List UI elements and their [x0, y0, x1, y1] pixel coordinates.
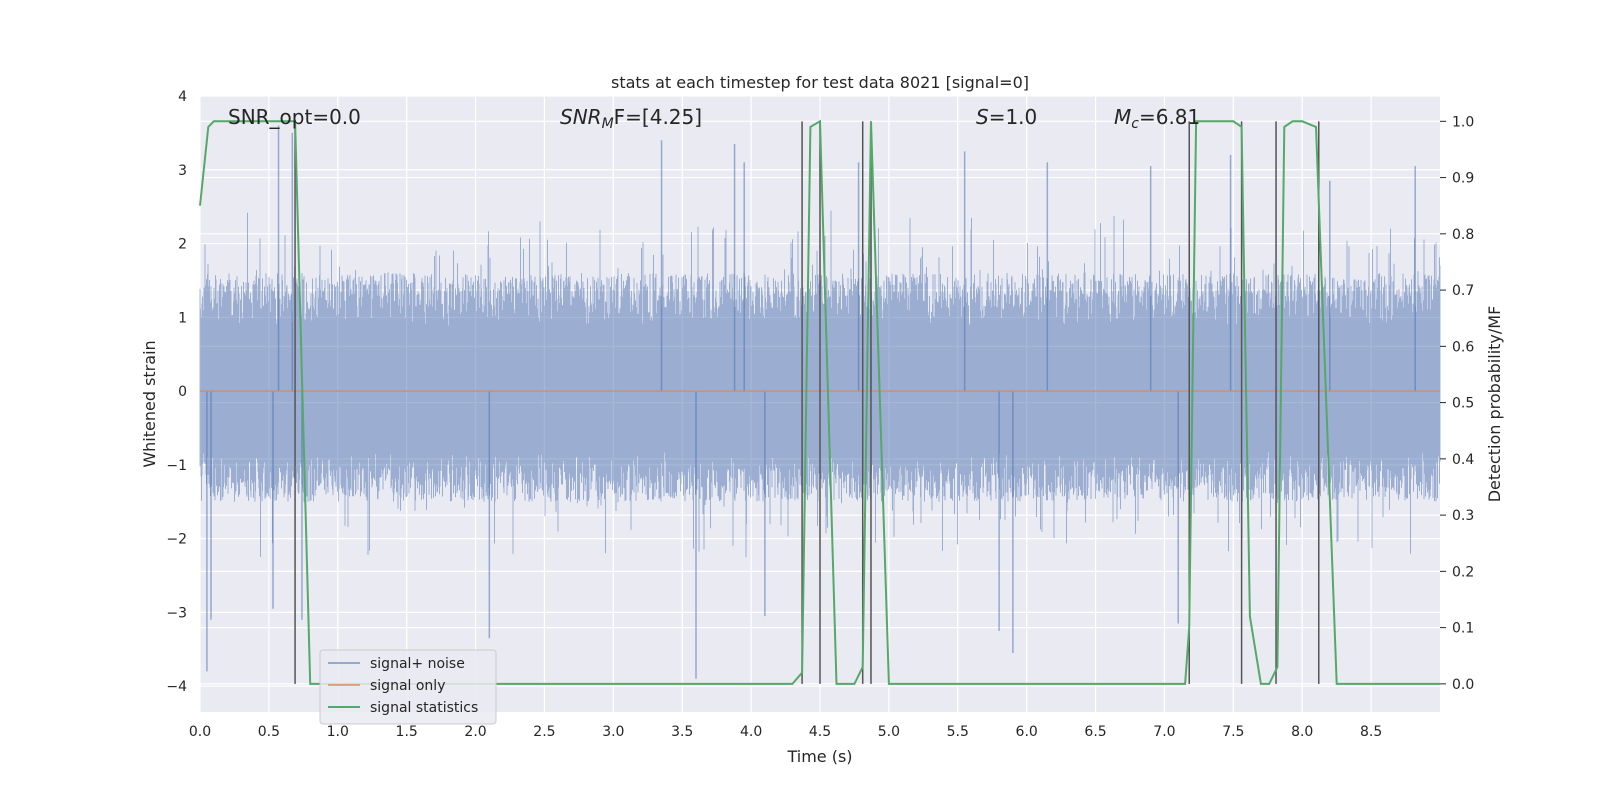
y-tick-label: −4	[166, 679, 187, 695]
series-signal-statistics	[199, 119, 1440, 685]
x-tick-label: 6.0	[1016, 724, 1038, 740]
x-tick-label: 3.0	[602, 724, 624, 740]
x-tick-label: 2.5	[533, 724, 555, 740]
y-tick-label: 2	[178, 237, 187, 253]
y2-axis-label: Detection probability/MF	[1485, 306, 1504, 503]
y-tick-label: 0	[178, 384, 187, 400]
legend-box	[319, 649, 497, 725]
y-tick-label: −1	[166, 458, 187, 474]
legend-label-signal-noise: signal+ noise	[370, 656, 465, 672]
x-tick-label: 1.5	[396, 724, 418, 740]
x-tick-label: 8.5	[1360, 724, 1382, 740]
y2-tick-label: 1.0	[1452, 114, 1474, 130]
x-tick-label: 4.5	[809, 724, 831, 740]
x-tick-label: 1.0	[327, 724, 349, 740]
x-tick-label: 6.5	[1084, 724, 1106, 740]
y2-tick-label: 0.6	[1452, 339, 1474, 355]
statistics-line	[199, 119, 1440, 685]
annotation-snr-opt: SNR_opt=0.0	[228, 105, 361, 129]
x-tick-label: 5.0	[878, 724, 900, 740]
legend-label-signal-only: signal only	[370, 678, 445, 694]
y-tick-label: 1	[178, 310, 187, 326]
x-tick-label: 0.5	[258, 724, 280, 740]
y-tick-label: −2	[166, 532, 187, 548]
noise-trace	[199, 210, 1441, 558]
y-axis-ticks: 4 3 2 1 0 −1 −2 −3 −4	[166, 89, 187, 695]
legend: signal+ noise signal only signal statist…	[319, 649, 497, 725]
annotation-snr-mf: SNRMF=[4.25]	[560, 105, 702, 132]
annotation-s: S=1.0	[976, 105, 1037, 129]
y-axis-label: Whitened strain	[140, 340, 159, 467]
x-tick-label: 4.0	[740, 724, 762, 740]
x-tick-label: 5.5	[947, 724, 969, 740]
x-tick-label: 2.0	[464, 724, 486, 740]
x-tick-label: 3.5	[671, 724, 693, 740]
y-tick-label: 4	[178, 89, 187, 105]
x-axis-label: Time (s)	[786, 747, 852, 766]
y2-tick-label: 0.0	[1452, 677, 1474, 693]
annotation-mc: Mc=6.81	[1114, 105, 1200, 132]
legend-label-signal-statistics: signal statistics	[370, 700, 478, 716]
y2-tick-label: 0.9	[1452, 171, 1474, 187]
y2-tick-label: 0.8	[1452, 227, 1474, 243]
y2-tick-label: 0.1	[1452, 621, 1474, 637]
y2-tick-label: 0.3	[1452, 508, 1474, 524]
x-tick-label: 7.0	[1153, 724, 1175, 740]
y2-tick-label: 0.5	[1452, 396, 1474, 412]
x-axis-ticks: 0.0 0.5 1.0 1.5 2.0 2.5 3.0 3.5 4.0 4.5 5.0 5.5 6.0 6…	[189, 724, 1382, 740]
series-signal-noise	[199, 125, 1441, 679]
y2-tick-label: 0.4	[1452, 452, 1474, 468]
x-tick-label: 0.0	[189, 724, 211, 740]
y2-tick-label: 0.2	[1452, 564, 1474, 580]
x-tick-label: 7.5	[1222, 724, 1244, 740]
y-tick-label: −3	[166, 605, 187, 621]
y-tick-label: 3	[178, 163, 187, 179]
y2-tick-label: 0.7	[1452, 283, 1474, 299]
y2-axis-ticks: 1.0 0.9 0.8 0.7 0.6 0.5 0.4 0.3 0.2 0.1 0.0	[1440, 114, 1474, 693]
chart-title: stats at each timestep for test data 802…	[611, 73, 1029, 92]
x-tick-label: 8.0	[1291, 724, 1313, 740]
